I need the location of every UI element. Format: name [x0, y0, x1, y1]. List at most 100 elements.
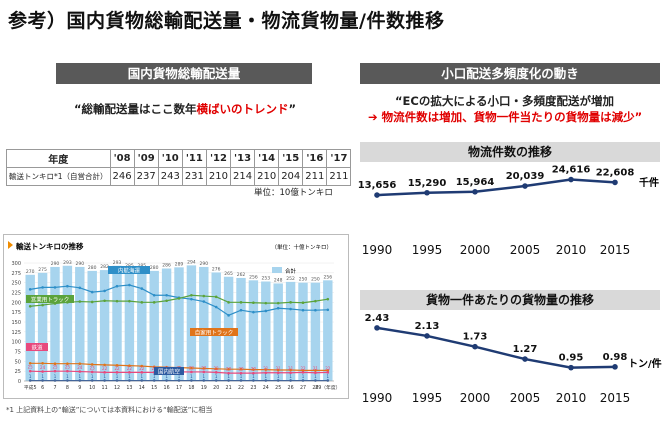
- chart1-unit: 千件: [639, 176, 659, 189]
- panel-series-label: 20: [238, 367, 244, 372]
- chart2-series-line: [376, 326, 616, 369]
- panel-series-label: 1: [153, 374, 156, 379]
- chart2-point: [568, 364, 574, 371]
- panel-x-tick: 17: [176, 385, 182, 391]
- panel-series-point: [190, 297, 193, 301]
- panel-series-point: [276, 371, 280, 375]
- panel-bar-label: 252: [286, 276, 295, 282]
- chart1-point: [424, 189, 430, 196]
- panel-series-label: 21: [263, 366, 269, 371]
- panel-series-point: [152, 293, 156, 297]
- table-cell: 204: [278, 167, 304, 186]
- chart2-x-tick: 2015: [600, 391, 631, 405]
- panel-series-label: 1: [265, 374, 268, 379]
- panel-series-label: 1: [240, 374, 243, 379]
- panel-series-point: [326, 308, 330, 312]
- left-quote: “総輸配送量はここ数年横ばいのトレンド”: [20, 101, 350, 117]
- panel-series-point: [301, 371, 305, 374]
- panel-y-tick: 300: [11, 261, 21, 267]
- panel-series-point: [252, 371, 255, 375]
- panel-series-label: 1: [203, 374, 206, 379]
- panel-bar-label: 276: [212, 266, 221, 272]
- legend-total: 合計: [285, 267, 297, 275]
- panel-series-point: [326, 379, 330, 382]
- panel-unit: （単位：十億トンキロ）: [271, 243, 332, 251]
- panel-series-point: [78, 362, 82, 365]
- panel-series-point: [202, 379, 206, 382]
- panel-series-label: 1: [165, 374, 168, 379]
- panel-series-label: 1: [79, 374, 82, 379]
- panel-series-point: [239, 379, 243, 382]
- panel-series-label: 24: [40, 365, 46, 370]
- panel-series-point: [252, 379, 255, 382]
- panel-series-point: [41, 362, 44, 365]
- panel-series-point: [276, 368, 280, 372]
- chart2-point: [424, 333, 430, 339]
- panel-series-point: [264, 301, 268, 305]
- panel-bar: [298, 282, 308, 381]
- panel-series-point: [128, 379, 131, 382]
- table-year: '11: [181, 149, 207, 168]
- panel-bar-label: 286: [162, 263, 171, 269]
- panel-x-tick: 16: [164, 385, 170, 391]
- panel-x-tick: 22: [238, 385, 244, 391]
- panel-x-tick: 27: [300, 385, 306, 391]
- panel-series-point: [28, 288, 32, 291]
- chart1-data-label: 15,290: [408, 178, 447, 189]
- panel-series-point: [103, 379, 106, 382]
- panel-series-point: [301, 308, 305, 312]
- chart2-data-label: 1.27: [513, 344, 538, 355]
- panel-series-point: [128, 371, 131, 374]
- panel-series-point: [289, 371, 292, 375]
- panel-bar-label: 290: [76, 261, 85, 267]
- panel-series-point: [227, 367, 230, 371]
- panel-series-point: [140, 371, 144, 374]
- panel-series-point: [301, 369, 305, 372]
- table-cell: 243: [157, 167, 183, 186]
- panel-series-point: [90, 370, 94, 374]
- panel-bar: [273, 283, 283, 381]
- panel-bar: [75, 266, 85, 381]
- panel-series-label: 1: [277, 374, 280, 379]
- panel-series-point: [165, 299, 168, 303]
- panel-x-tick: 25: [275, 385, 281, 391]
- chart1-x-tick: 1990: [362, 243, 393, 257]
- panel-series-label: 1: [227, 374, 230, 379]
- panel-bar: [149, 270, 159, 381]
- panel-series-label: 1: [178, 374, 181, 379]
- panel-series-point: [289, 307, 292, 311]
- panel-series-point: [103, 299, 106, 303]
- panel-series-label: 25: [28, 365, 34, 370]
- panel-series-point: [190, 379, 193, 382]
- panel-series-point: [202, 367, 206, 370]
- panel-series-point: [239, 371, 243, 375]
- chart1-point: [568, 176, 574, 183]
- panel-bar-label: 290: [200, 261, 209, 267]
- label-rail-box: [26, 343, 48, 351]
- panel-series-point: [239, 367, 243, 371]
- panel-y-tick: 250: [11, 281, 21, 287]
- panel-x-tick: 18: [188, 385, 194, 391]
- table-year: '17: [326, 149, 352, 168]
- panel-x-tick: 28: [312, 385, 318, 391]
- table-year: '13: [229, 149, 256, 168]
- panel-bar-label: 290: [51, 261, 60, 267]
- chart1-point: [612, 179, 618, 186]
- panel-series-point: [190, 366, 193, 370]
- chart1: 13,656 1990 15,290 1995 15,964 2000 20,039 2005…: [358, 165, 659, 257]
- panel-series-point: [128, 283, 131, 287]
- table-year: '10: [157, 149, 183, 168]
- panel-x-tick: 11: [102, 385, 108, 391]
- chart1-x-tick: 2005: [510, 243, 541, 257]
- panel-series-point: [264, 371, 268, 375]
- panel-series-point: [165, 379, 168, 382]
- chart2-point: [374, 325, 380, 331]
- panel-x-tick: 9: [78, 385, 81, 391]
- table-unit: 単位：10億トンキロ: [254, 188, 333, 198]
- panel-bar-label: 280: [88, 265, 97, 271]
- panel-x-tick: 19: [201, 385, 207, 391]
- panel-series-point: [41, 303, 44, 307]
- panel-x-tick: 7: [53, 385, 56, 391]
- chart1-subheader: 物流件数の推移: [360, 142, 660, 162]
- panel-series-label: 1: [91, 374, 94, 379]
